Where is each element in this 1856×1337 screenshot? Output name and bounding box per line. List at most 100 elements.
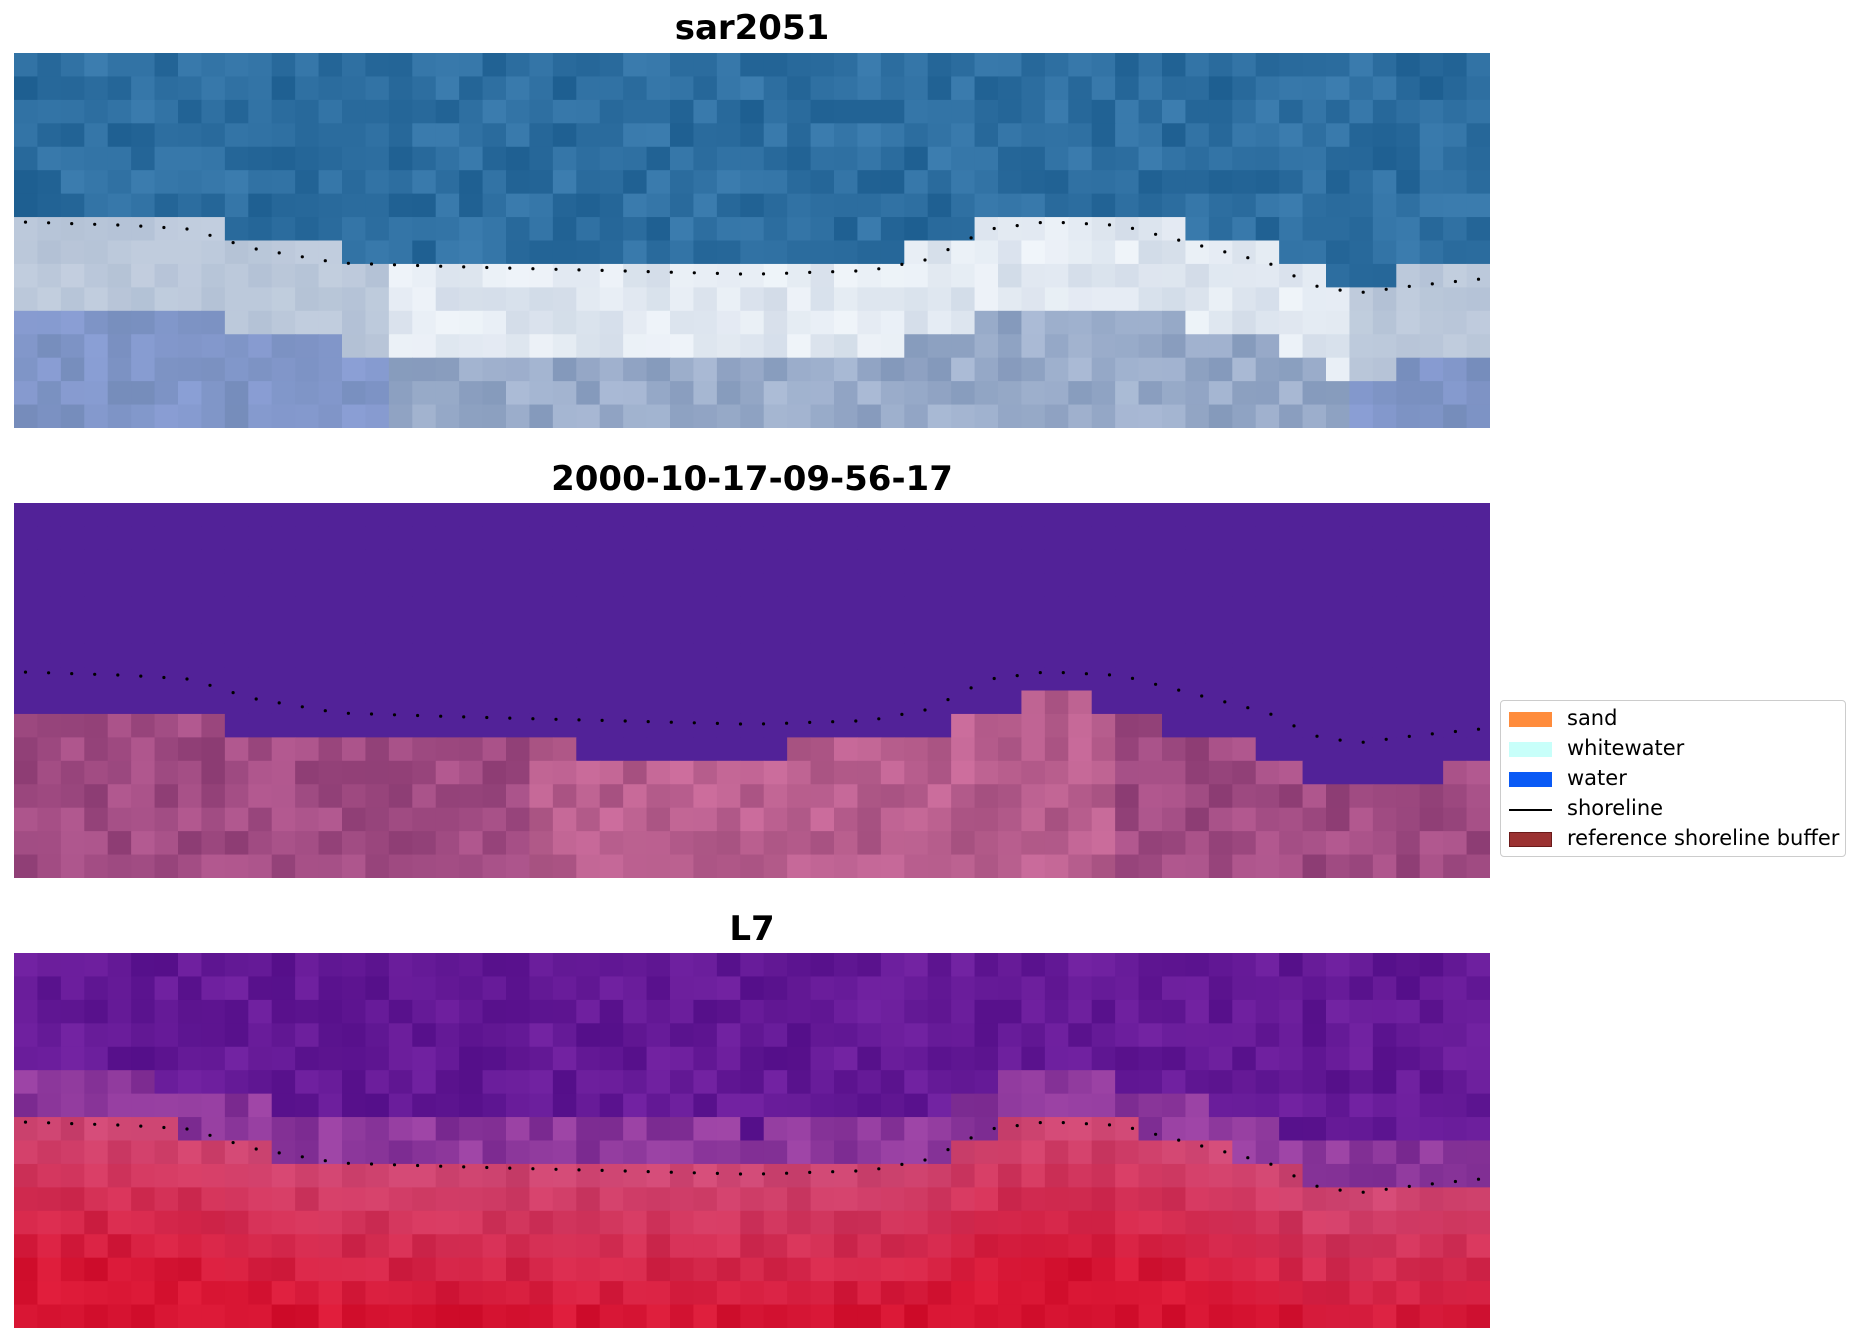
raster-pixel [670,807,695,832]
raster-pixel [271,123,296,148]
raster-pixel [1185,503,1210,528]
raster-pixel [201,1187,226,1212]
raster-pixel [60,784,85,809]
raster-pixel [1044,1304,1069,1328]
legend-label: sand [1567,706,1618,730]
raster-pixel [998,526,1023,551]
raster-pixel [670,99,695,124]
raster-pixel [623,854,648,878]
raster-pixel [365,53,390,78]
raster-pixel [318,596,343,621]
raster-pixel [810,596,835,621]
raster-pixel [1372,573,1397,598]
raster-pixel [670,643,695,668]
raster-pixel [1279,976,1304,1001]
raster-pixel [178,784,203,809]
raster-pixel [880,620,905,645]
raster-pixel [271,807,296,832]
raster-pixel [787,240,812,265]
raster-pixel [552,503,577,528]
raster-pixel [37,1187,62,1212]
raster-pixel [84,287,109,312]
raster-pixel [1396,1210,1421,1235]
raster-pixel [1044,76,1069,101]
raster-pixel [810,99,835,124]
raster-pixel [435,953,460,978]
raster-pixel [1185,1140,1210,1165]
raster-pixel [951,526,976,551]
raster-pixel [1419,1093,1444,1118]
raster-pixel [84,1234,109,1259]
raster-pixel [810,310,835,335]
raster-pixel [998,217,1023,242]
raster-pixel [178,240,203,265]
raster-pixel [388,760,413,785]
raster-pixel [1279,99,1304,124]
raster-pixel [482,170,507,195]
raster-pixel [1396,1093,1421,1118]
raster-pixel [318,1163,343,1188]
raster-pixel [1044,53,1069,78]
raster-pixel [1466,1257,1490,1282]
raster-pixel [1068,999,1093,1024]
raster-pixel [927,643,952,668]
raster-pixel [1419,53,1444,78]
raster-pixel [787,1117,812,1142]
raster-pixel [693,760,718,785]
raster-pixel [740,334,765,359]
raster-pixel [787,953,812,978]
raster-pixel [576,357,601,382]
raster-pixel [880,263,905,288]
raster-pixel [1419,1234,1444,1259]
raster-pixel [1138,1234,1163,1259]
raster-pixel [1349,310,1374,335]
raster-pixel [60,1210,85,1235]
raster-pixel [37,620,62,645]
raster-pixel [37,217,62,242]
raster-pixel [271,76,296,101]
raster-pixel [1091,1234,1116,1259]
raster-pixel [623,831,648,856]
raster-pixel [1162,193,1187,218]
raster-pixel [1021,381,1046,406]
shoreline-point [854,1169,858,1173]
raster-pixel [1466,1023,1490,1048]
raster-pixel [1466,854,1490,878]
raster-pixel [388,170,413,195]
raster-pixel [131,831,156,856]
raster-pixel [1185,1093,1210,1118]
raster-pixel [552,99,577,124]
raster-pixel [482,690,507,715]
raster-pixel [927,404,952,428]
raster-pixel [998,99,1023,124]
raster-pixel [1091,1257,1116,1282]
raster-pixel [1443,999,1468,1024]
raster-pixel [1068,1023,1093,1048]
raster-pixel [365,263,390,288]
raster-pixel [1326,1023,1351,1048]
raster-pixel [318,1046,343,1071]
raster-pixel [1068,784,1093,809]
raster-pixel [1466,1046,1490,1071]
raster-pixel [740,737,765,762]
raster-pixel [342,690,367,715]
raster-pixel [974,620,999,645]
raster-pixel [716,953,741,978]
raster-pixel [506,1187,531,1212]
raster-pixel [131,193,156,218]
raster-pixel [271,976,296,1001]
raster-pixel [763,76,788,101]
raster-pixel [318,99,343,124]
raster-pixel [342,357,367,382]
raster-pixel [1372,1234,1397,1259]
raster-pixel [1396,503,1421,528]
raster-pixel [810,1093,835,1118]
raster-pixel [37,193,62,218]
raster-pixel [834,1046,859,1071]
raster-pixel [131,287,156,312]
raster-pixel [1302,667,1327,692]
raster-pixel [318,381,343,406]
raster-pixel [1068,240,1093,265]
raster-pixel [178,287,203,312]
shoreline-point [139,1124,143,1128]
